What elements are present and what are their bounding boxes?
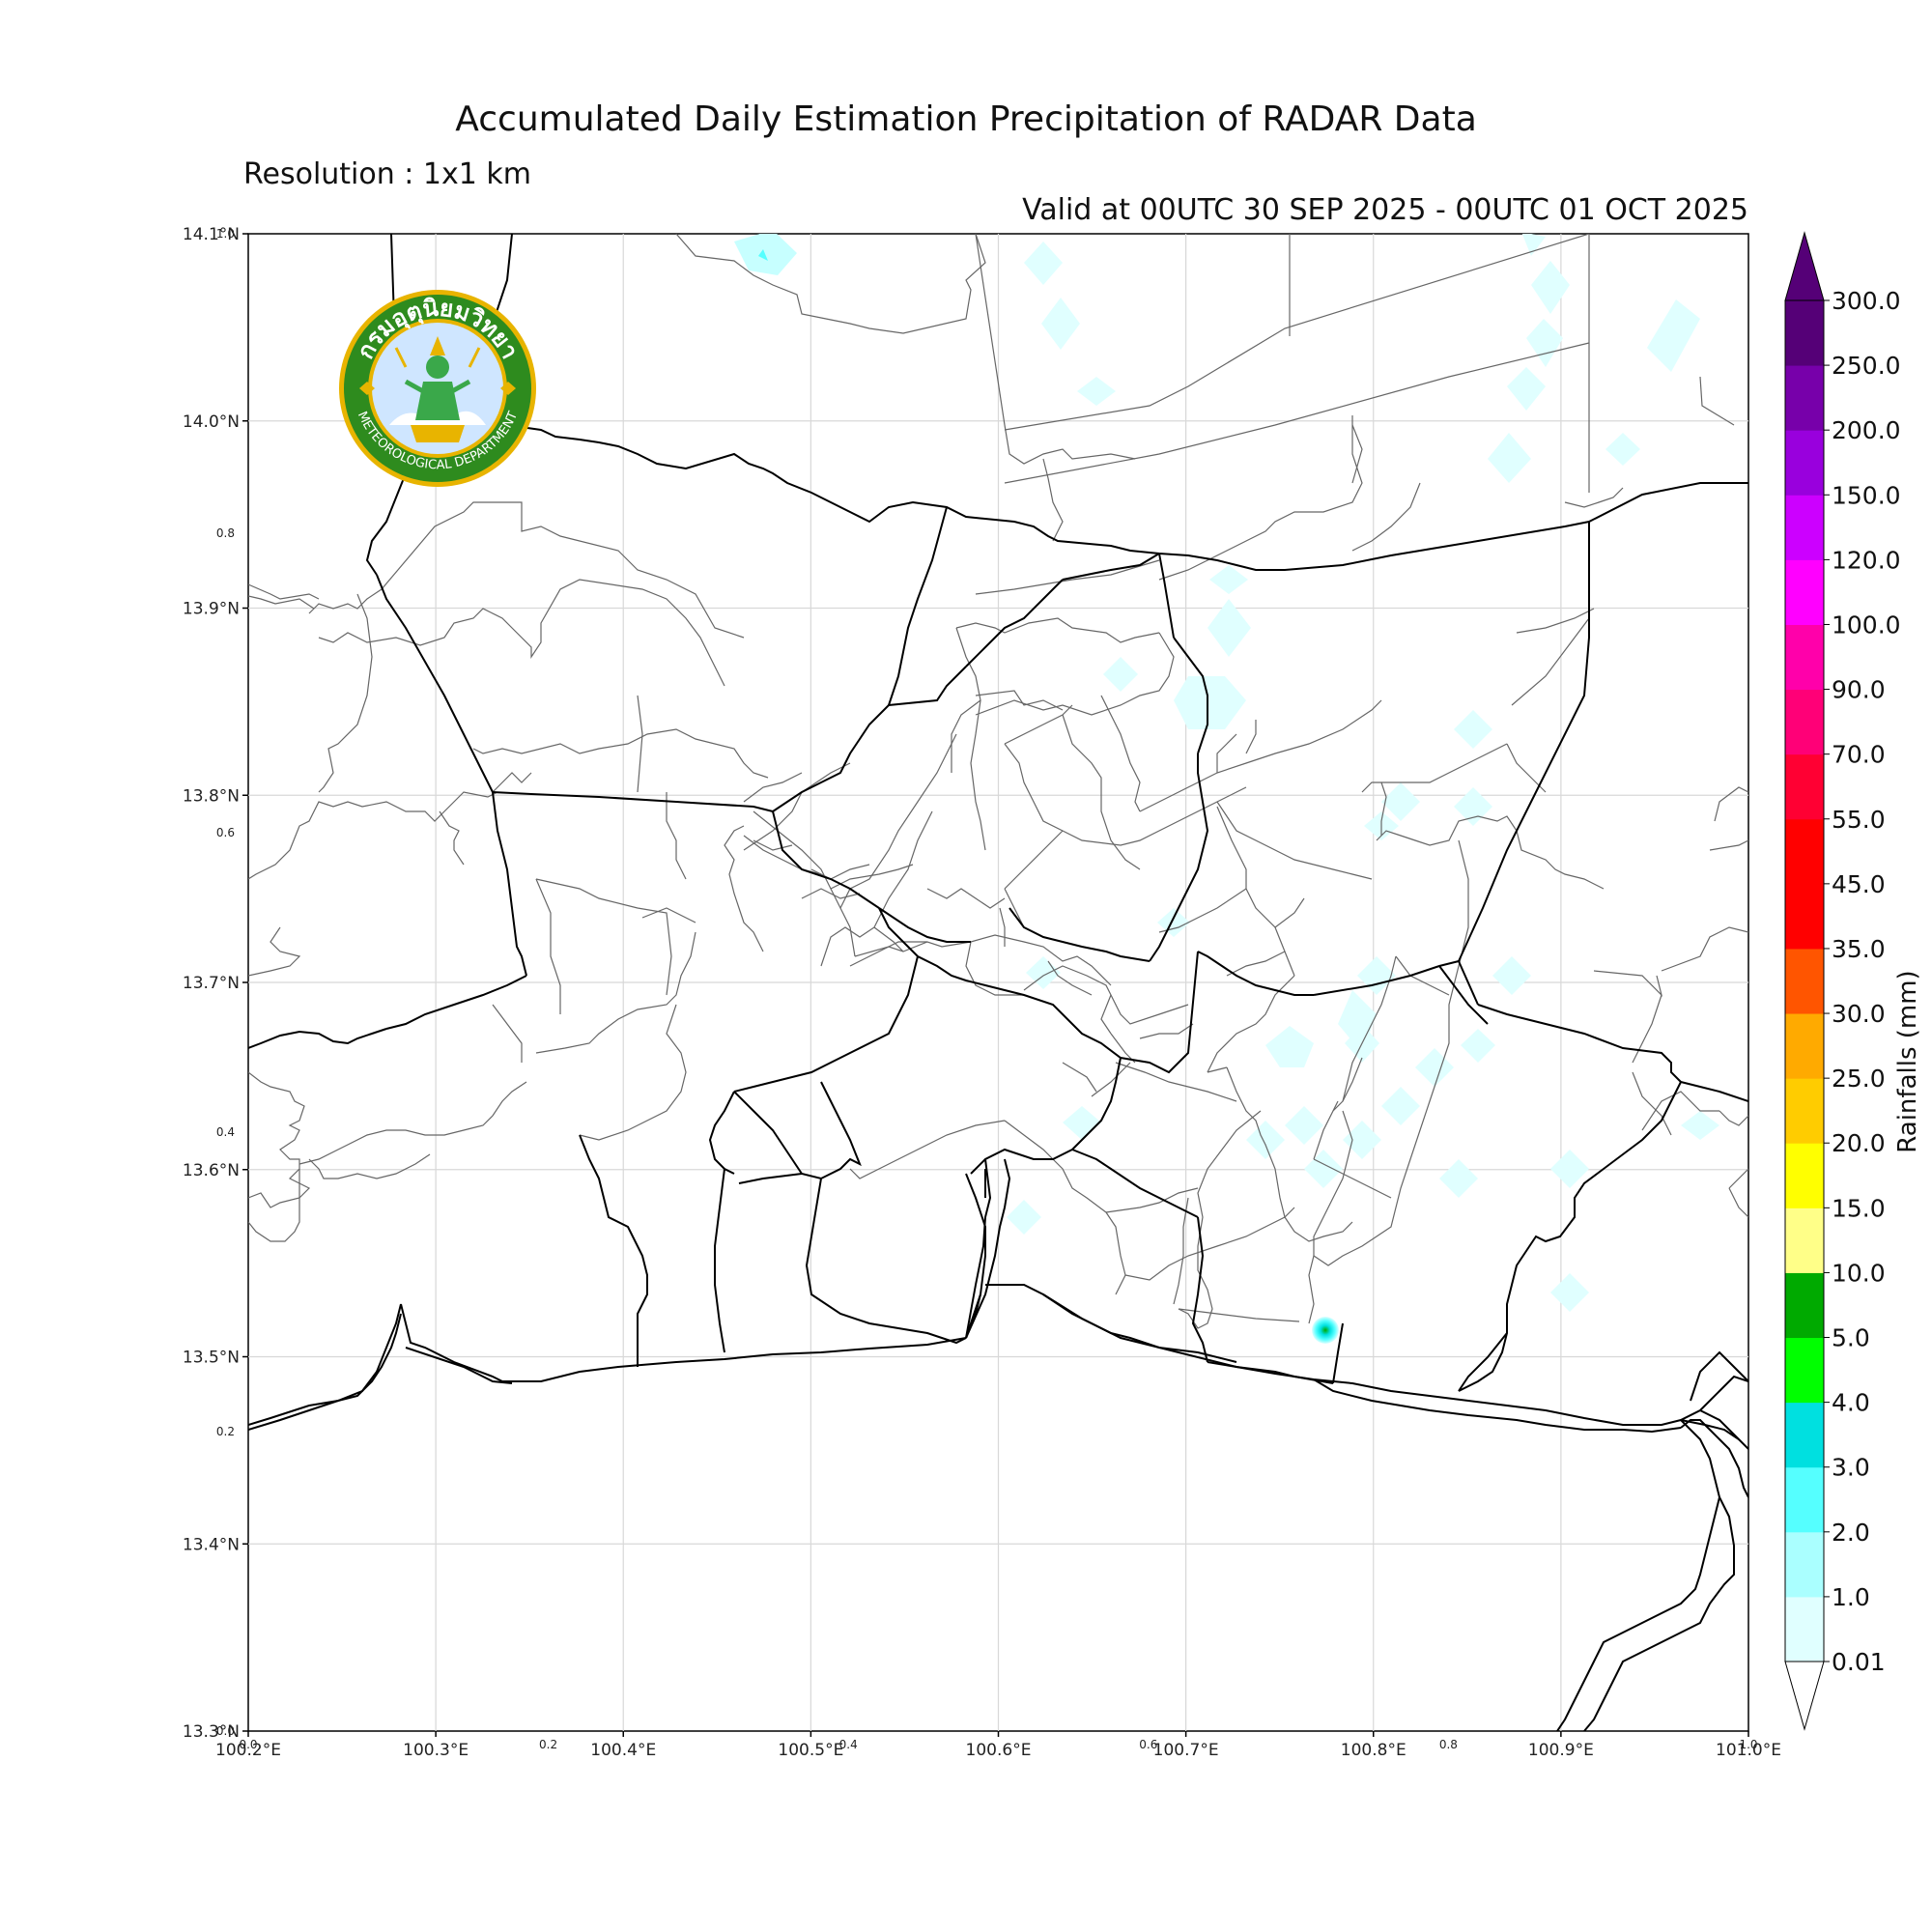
rain-patches: [734, 234, 1719, 1344]
colorbar-level-label: 55.0: [1832, 806, 1886, 834]
frac-y-label: 1.0: [216, 227, 235, 241]
frac-x-label: 1.0: [1739, 1738, 1757, 1751]
frac-y-label: 0.8: [216, 526, 235, 540]
colorbar-level-label: 300.0: [1832, 287, 1901, 315]
colorbar-level-label: 35.0: [1832, 935, 1886, 963]
colorbar-level-label: 5.0: [1832, 1324, 1870, 1352]
colorbar-segment: [1785, 1531, 1824, 1598]
colorbar-level-label: 150.0: [1832, 481, 1901, 509]
frac-x-label: 0.0: [239, 1738, 257, 1751]
colorbar-level-label: 100.0: [1832, 611, 1901, 639]
frac-y-label: 0.2: [216, 1425, 235, 1438]
colorbar-segment: [1785, 559, 1824, 625]
colorbar-level-label: 25.0: [1832, 1065, 1886, 1093]
colorbar-segment: [1785, 1208, 1824, 1273]
colorbar-level-label: 200.0: [1832, 416, 1901, 444]
lon-tick-label: 100.2°E: [215, 1741, 281, 1760]
colorbar-segment: [1785, 624, 1824, 691]
frac-y-label: 0.6: [216, 826, 235, 839]
resolution-label: Resolution : 1x1 km: [243, 157, 531, 191]
colorbar-segment: [1785, 365, 1824, 431]
lon-tick-label: 100.4°E: [590, 1741, 656, 1760]
map-title: Accumulated Daily Estimation Precipitati…: [455, 99, 1477, 139]
axis-ticks: 100.2°E 100.3°E 100.4°E 100.5°E 100.6°E 100.7…: [183, 225, 1781, 1760]
colorbar-level-label: 45.0: [1832, 870, 1886, 898]
colorbar-segment: [1785, 883, 1824, 950]
colorbar-segment: [1785, 430, 1824, 496]
colorbar-label: Rainfalls (mm): [1893, 970, 1922, 1153]
colorbar-segment: [1785, 300, 1824, 366]
lon-tick-label: 101.0°E: [1716, 1741, 1781, 1760]
lon-tick-label: 100.5°E: [778, 1741, 843, 1760]
frac-x-label: 0.6: [1139, 1738, 1157, 1751]
lat-tick-label: 13.6°N: [183, 1161, 240, 1180]
colorbar-level-label: 250.0: [1832, 352, 1901, 380]
lon-tick-label: 100.8°E: [1341, 1741, 1406, 1760]
colorbar-level-label: 2.0: [1832, 1519, 1870, 1547]
lat-tick-label: 13.7°N: [183, 974, 240, 993]
colorbar-level-label: 10.0: [1832, 1259, 1886, 1287]
lat-tick-label: 13.9°N: [183, 600, 240, 619]
colorbar-segment: [1785, 495, 1824, 560]
lat-tick-label: 13.4°N: [183, 1535, 240, 1554]
lon-tick-label: 100.3°E: [403, 1741, 469, 1760]
colorbar-segment: [1785, 818, 1824, 885]
colorbar-frame: [1784, 299, 1825, 1662]
frac-y-label: 0.4: [216, 1125, 235, 1139]
meteorological-department-logo: กรมอุตุนิยมวิทยา METEOROLOGICAL DEPARTME…: [339, 290, 536, 487]
frac-x-label: 0.8: [1439, 1738, 1458, 1751]
colorbar-segment: [1785, 1402, 1824, 1468]
lon-tick-label: 100.7°E: [1153, 1741, 1219, 1760]
lat-tick-label: 14.1°N: [183, 225, 240, 244]
colorbar-extend-min: [1784, 1661, 1825, 1731]
lat-tick-label: 13.3°N: [183, 1722, 240, 1742]
colorbar-segment: [1785, 948, 1824, 1014]
lat-tick-label: 13.8°N: [183, 786, 240, 806]
colorbar-level-label: 30.0: [1832, 1000, 1886, 1028]
colorbar-segment: [1785, 1013, 1824, 1079]
colorbar-level-label: 15.0: [1832, 1194, 1886, 1222]
colorbar: 0.01 1.0 2.0 3.0 4.0 5.0 10.0 15.0 20.0 25.0 30.0 3…: [1784, 231, 1901, 1731]
colorbar-segment: [1785, 1466, 1824, 1533]
valid-time-label: Valid at 00UTC 30 SEP 2025 - 00UTC 01 OC…: [1022, 193, 1748, 227]
lat-tick-label: 13.5°N: [183, 1349, 240, 1368]
colorbar-level-label: 0.01: [1832, 1648, 1886, 1676]
frac-x-label: 0.4: [839, 1738, 858, 1751]
colorbar-level-label: 70.0: [1832, 741, 1886, 769]
colorbar-level-label: 90.0: [1832, 676, 1886, 704]
colorbar-segment: [1785, 689, 1824, 755]
colorbar-segment: [1785, 1337, 1824, 1404]
colorbar-level-label: 4.0: [1832, 1389, 1870, 1417]
frac-x-label: 0.2: [539, 1738, 557, 1751]
colorbar-extend-max: [1784, 231, 1825, 301]
lon-tick-label: 100.6°E: [966, 1741, 1032, 1760]
colorbar-segment: [1785, 1272, 1824, 1339]
frac-y-label: 0.0: [216, 1724, 235, 1738]
colorbar-segment: [1785, 1596, 1824, 1662]
colorbar-segment: [1785, 1143, 1824, 1208]
colorbar-level-label: 1.0: [1832, 1583, 1870, 1611]
lon-tick-label: 100.9°E: [1528, 1741, 1594, 1760]
colorbar-level-label: 3.0: [1832, 1454, 1870, 1482]
colorbar-segment: [1785, 1078, 1824, 1144]
colorbar-level-label: 120.0: [1832, 546, 1901, 574]
colorbar-segment: [1785, 753, 1824, 820]
lat-tick-label: 14.0°N: [183, 412, 240, 432]
colorbar-level-label: 20.0: [1832, 1129, 1886, 1157]
